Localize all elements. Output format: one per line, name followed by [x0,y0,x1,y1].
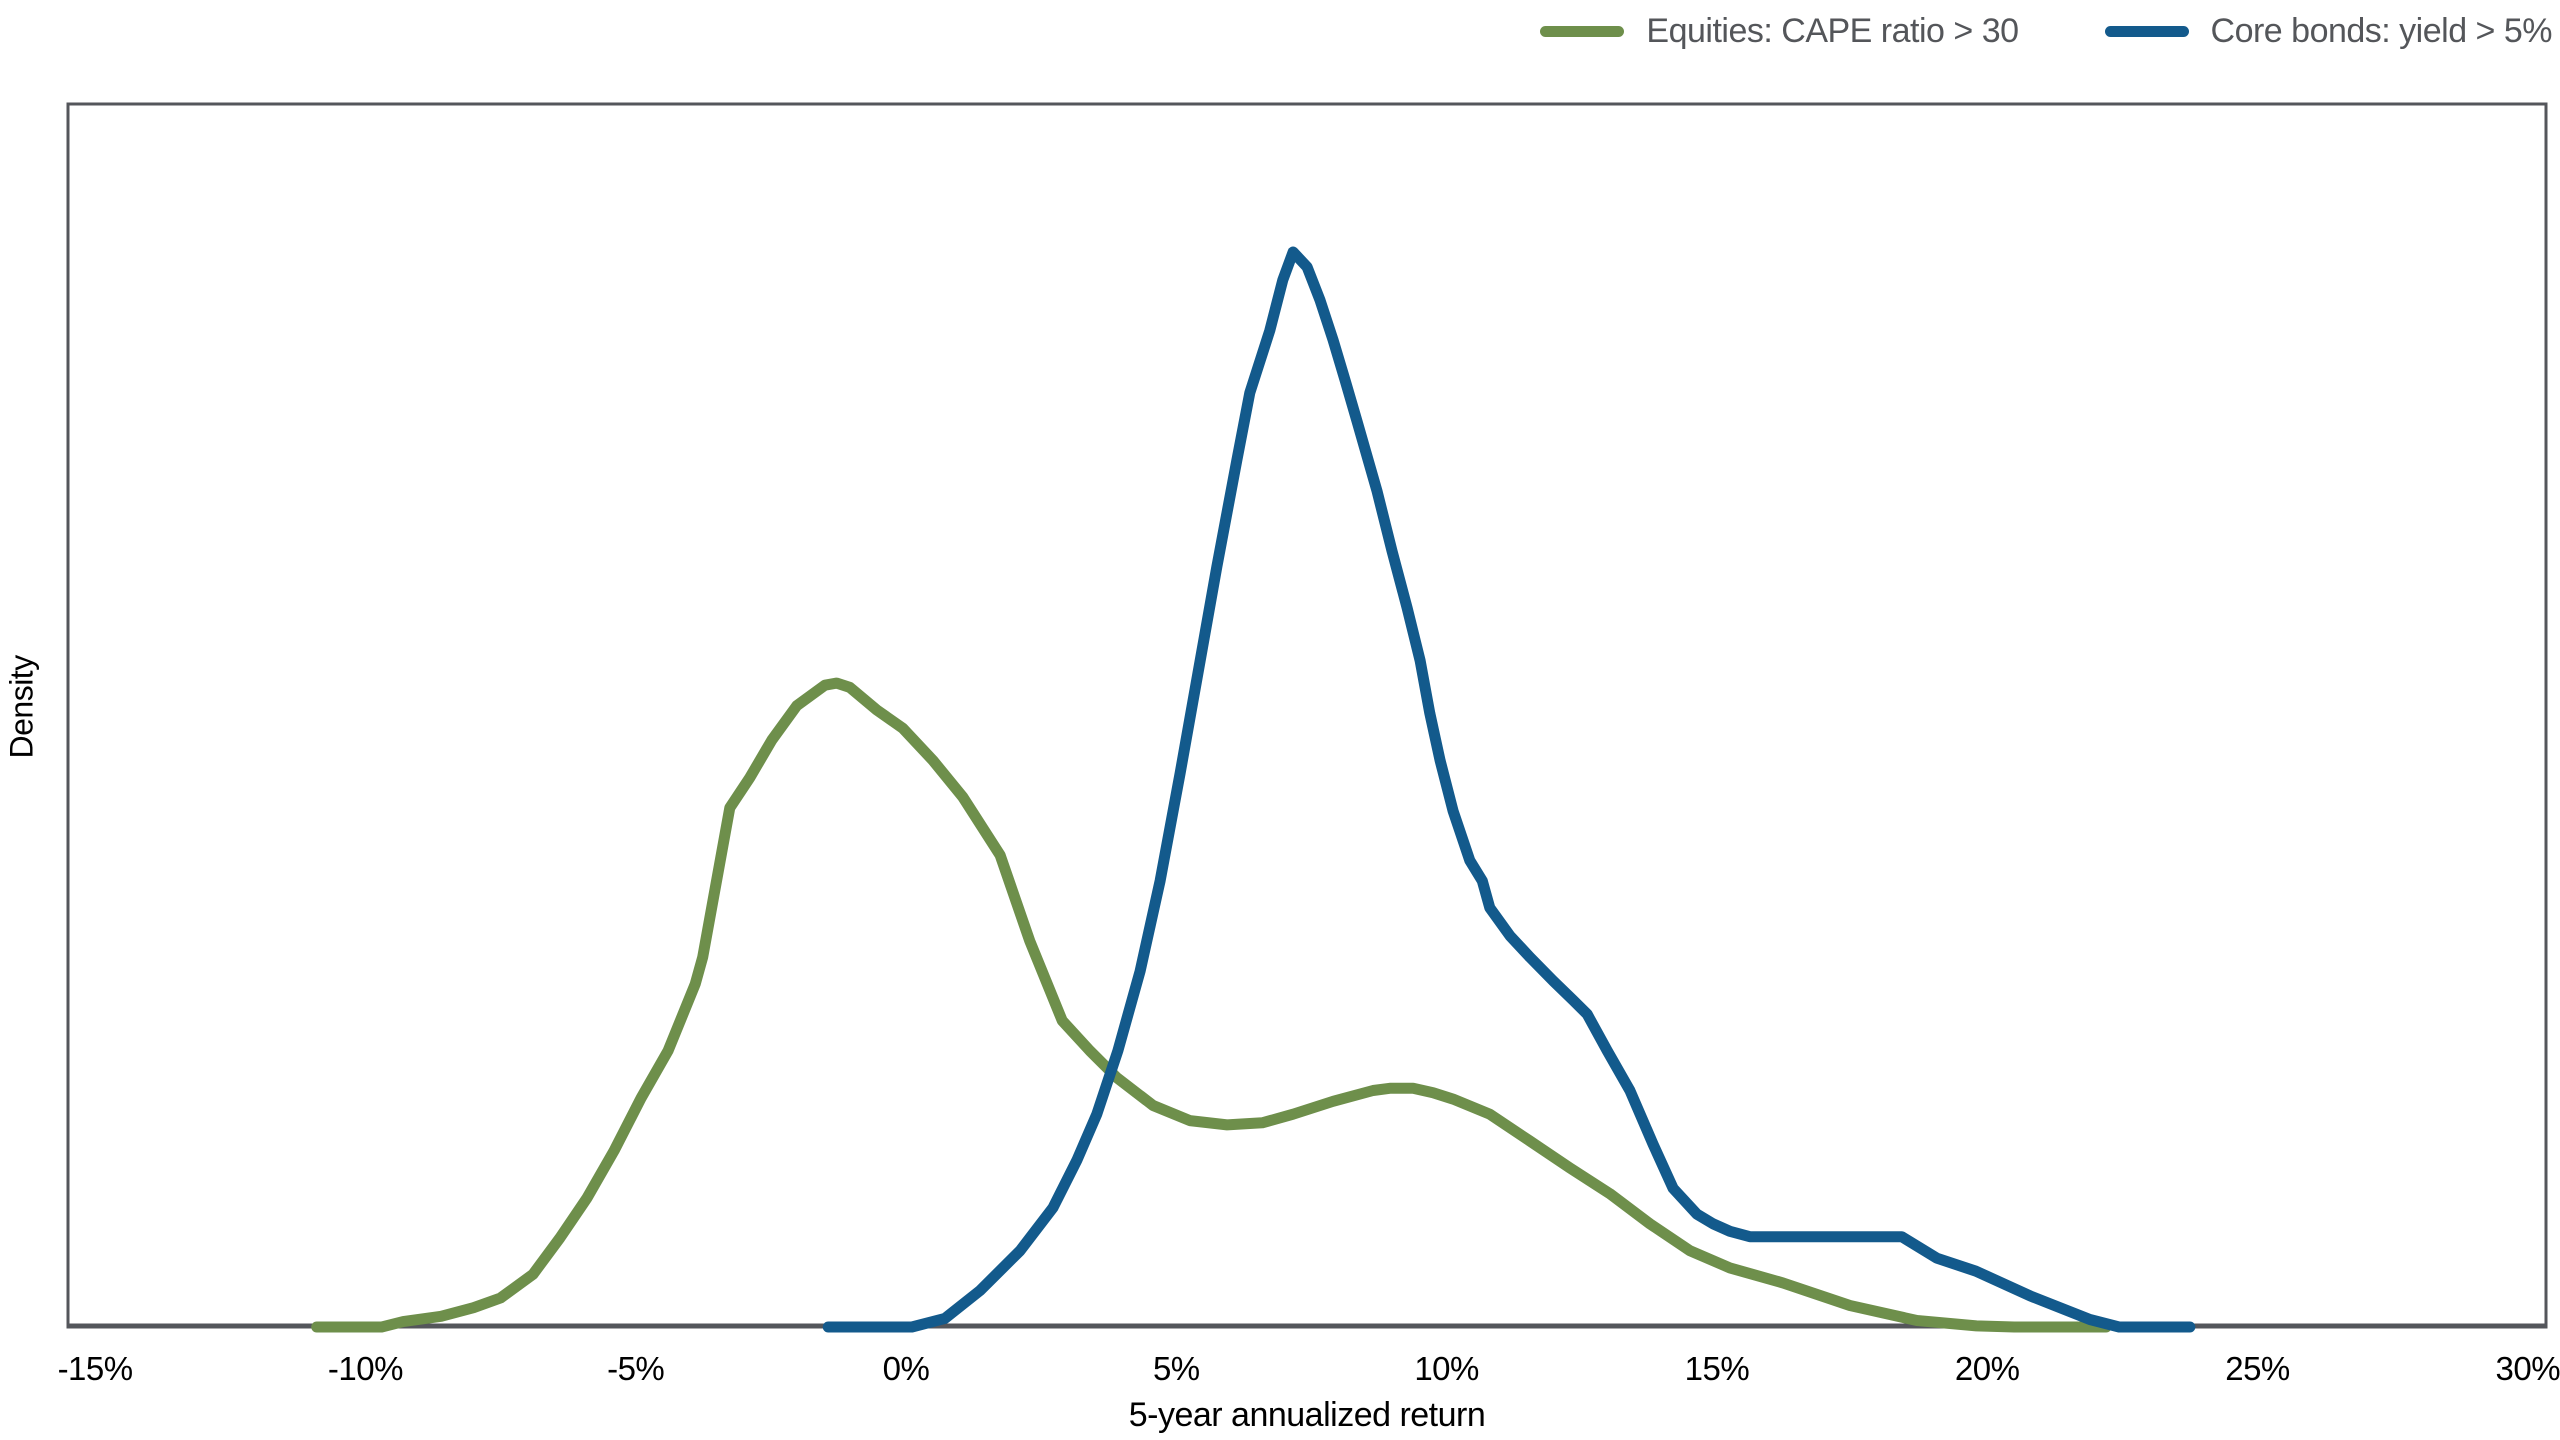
x-tick-label: 15% [1684,1350,1750,1387]
core-bonds-line-swatch [2104,25,2189,37]
x-tick-label: 5% [1152,1350,1200,1387]
x-tick-label: 25% [2225,1350,2290,1387]
legend-label-equities: Equities: CAPE ratio > 30 [1646,11,2019,50]
legend-item-equities: Equities: CAPE ratio > 30 [1540,11,2019,51]
x-tick-label: 0% [882,1350,930,1387]
y-axis-title: Density [3,655,40,759]
x-tick-label: -10% [327,1350,404,1387]
equities-line-swatch [1540,25,1625,37]
plot-border [66,102,2548,1328]
x-tick-label: 20% [1954,1350,2020,1387]
x-tick-label: 30% [2495,1350,2560,1387]
x-axis-title: 5-year annualized return [1128,1396,1486,1434]
legend: Equities: CAPE ratio > 30 Core bonds: yi… [1540,8,2553,54]
x-tick-label: -15% [57,1350,134,1387]
x-tick-label: -5% [607,1350,665,1387]
x-tick-label: 10% [1414,1350,1479,1387]
legend-label-core-bonds: Core bonds: yield > 5% [2210,11,2553,50]
legend-item-core-bonds: Core bonds: yield > 5% [2104,11,2553,51]
equities-cape-ratio-30-curve [311,677,2112,1333]
core-bonds-yield-5-curve [822,246,2196,1333]
